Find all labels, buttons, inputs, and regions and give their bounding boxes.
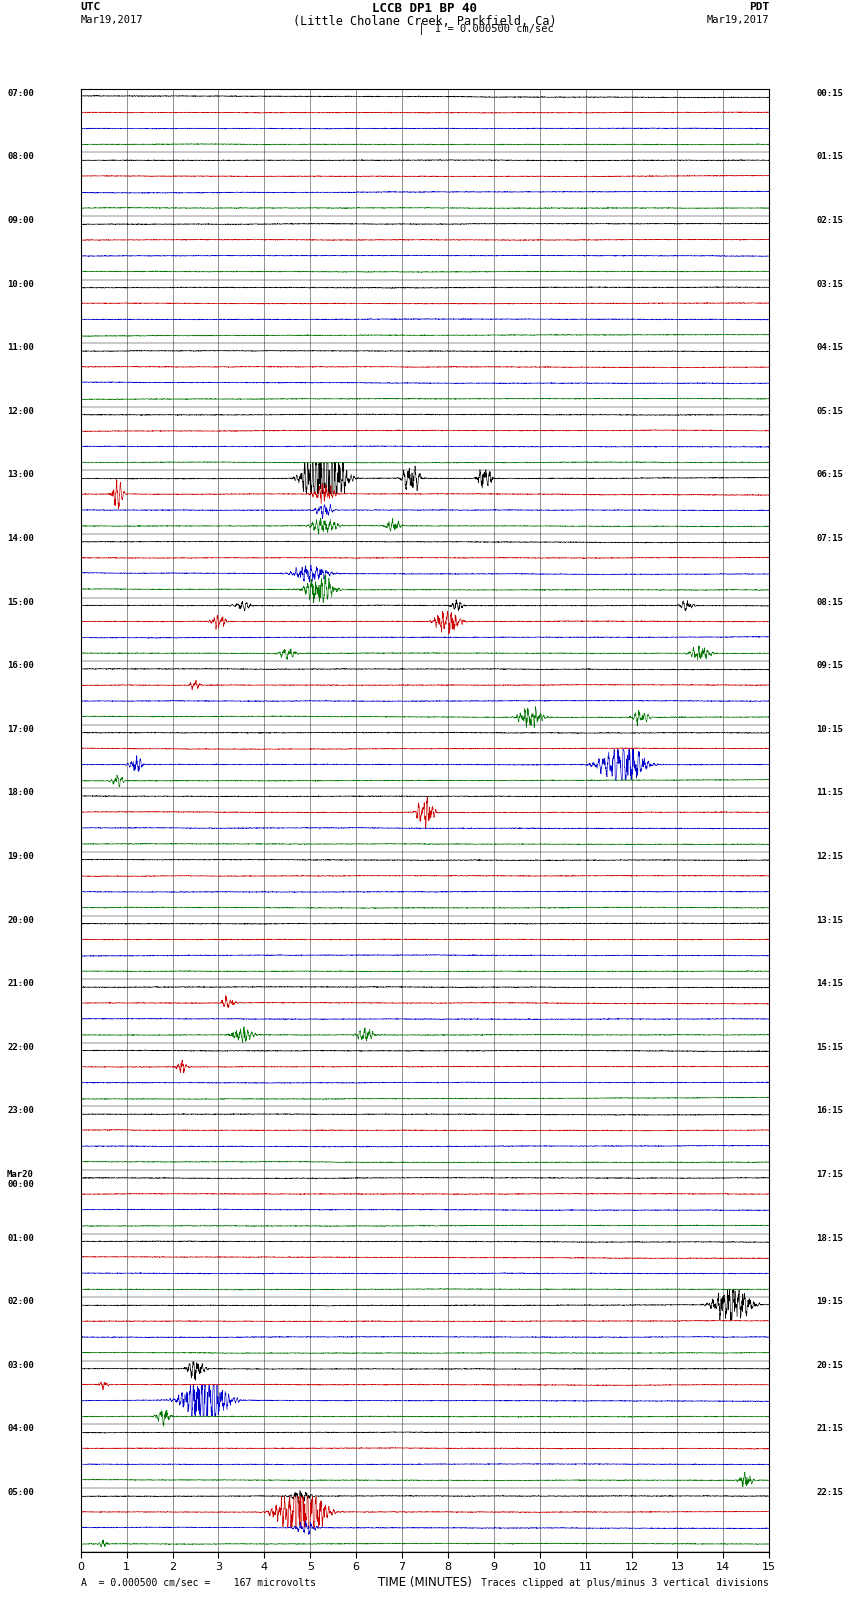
Text: I = 0.000500 cm/sec: I = 0.000500 cm/sec xyxy=(435,24,554,34)
Text: 23:00: 23:00 xyxy=(7,1107,34,1116)
Text: 22:15: 22:15 xyxy=(816,1489,843,1497)
Text: Traces clipped at plus/minus 3 vertical divisions: Traces clipped at plus/minus 3 vertical … xyxy=(481,1578,769,1587)
Text: 21:15: 21:15 xyxy=(816,1424,843,1434)
Text: 02:00: 02:00 xyxy=(7,1297,34,1307)
Text: 02:15: 02:15 xyxy=(816,216,843,224)
Text: 18:00: 18:00 xyxy=(7,789,34,797)
Text: 13:15: 13:15 xyxy=(816,916,843,924)
Text: 04:00: 04:00 xyxy=(7,1424,34,1434)
Text: 17:15: 17:15 xyxy=(816,1169,843,1179)
Text: 10:15: 10:15 xyxy=(816,724,843,734)
Text: 01:15: 01:15 xyxy=(816,152,843,161)
Text: 22:00: 22:00 xyxy=(7,1044,34,1052)
Text: 08:15: 08:15 xyxy=(816,597,843,606)
Text: 11:00: 11:00 xyxy=(7,344,34,352)
Text: 19:00: 19:00 xyxy=(7,852,34,861)
Text: 20:15: 20:15 xyxy=(816,1361,843,1369)
Text: LCCB DP1 BP 40: LCCB DP1 BP 40 xyxy=(372,3,478,16)
Text: 07:15: 07:15 xyxy=(816,534,843,544)
Text: 03:15: 03:15 xyxy=(816,279,843,289)
Text: 01:00: 01:00 xyxy=(7,1234,34,1242)
Text: 05:00: 05:00 xyxy=(7,1489,34,1497)
Text: 06:15: 06:15 xyxy=(816,471,843,479)
Text: 03:00: 03:00 xyxy=(7,1361,34,1369)
Text: 08:00: 08:00 xyxy=(7,152,34,161)
Text: A  = 0.000500 cm/sec =    167 microvolts: A = 0.000500 cm/sec = 167 microvolts xyxy=(81,1578,315,1587)
Text: 14:15: 14:15 xyxy=(816,979,843,989)
Text: 15:00: 15:00 xyxy=(7,597,34,606)
Text: 16:15: 16:15 xyxy=(816,1107,843,1116)
Text: 12:00: 12:00 xyxy=(7,406,34,416)
Text: 14:00: 14:00 xyxy=(7,534,34,544)
Text: 16:00: 16:00 xyxy=(7,661,34,669)
Text: 15:15: 15:15 xyxy=(816,1044,843,1052)
Text: (Little Cholane Creek, Parkfield, Ca): (Little Cholane Creek, Parkfield, Ca) xyxy=(293,15,557,27)
Text: PDT: PDT xyxy=(749,3,769,13)
Text: 05:15: 05:15 xyxy=(816,406,843,416)
Text: Mar19,2017: Mar19,2017 xyxy=(706,15,769,24)
Text: Mar20
00:00: Mar20 00:00 xyxy=(7,1169,34,1189)
Text: 13:00: 13:00 xyxy=(7,471,34,479)
Text: 00:15: 00:15 xyxy=(816,89,843,98)
Text: 09:15: 09:15 xyxy=(816,661,843,669)
Text: 20:00: 20:00 xyxy=(7,916,34,924)
Text: Mar19,2017: Mar19,2017 xyxy=(81,15,144,24)
Text: 19:15: 19:15 xyxy=(816,1297,843,1307)
Text: 04:15: 04:15 xyxy=(816,344,843,352)
Text: 07:00: 07:00 xyxy=(7,89,34,98)
Text: UTC: UTC xyxy=(81,3,101,13)
Text: 17:00: 17:00 xyxy=(7,724,34,734)
Text: 18:15: 18:15 xyxy=(816,1234,843,1242)
Text: 10:00: 10:00 xyxy=(7,279,34,289)
Text: 21:00: 21:00 xyxy=(7,979,34,989)
Text: 09:00: 09:00 xyxy=(7,216,34,224)
X-axis label: TIME (MINUTES): TIME (MINUTES) xyxy=(378,1576,472,1589)
Text: 11:15: 11:15 xyxy=(816,789,843,797)
Text: 12:15: 12:15 xyxy=(816,852,843,861)
